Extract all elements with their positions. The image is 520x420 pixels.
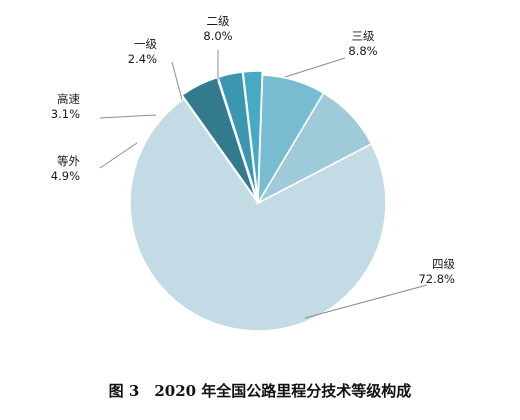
leader-line-3 [99,114,157,119]
slice-value-label-2: 4.9% [51,169,80,183]
slice-name-label-6: 三级 [352,29,375,43]
pie-slice-4 [242,70,264,200]
slice-name-label-4: 一级 [134,37,157,51]
slice-value-label-4: 2.4% [128,52,157,66]
slice-value-label-3: 3.1% [51,107,80,121]
slice-value-label-6: 8.8% [348,44,377,58]
slice-name-label-3: 高速 [57,92,80,106]
pie-slice-2 [180,76,257,200]
chart-caption: 图 3 2020 年全国公路里程分技术等级构成 [108,382,412,400]
slice-name-label-2: 等外 [57,154,80,168]
pie-slice-1 [129,97,387,332]
slice-name-label-5: 二级 [207,14,230,28]
slice-value-label-5: 8.0% [203,29,232,43]
slice-value-label-1: 72.8% [418,272,455,286]
slice-name-label-1: 四级 [432,257,455,271]
leader-line-1 [304,284,428,319]
leader-line-4 [171,61,183,101]
leader-line-2 [99,142,138,169]
leader-line-6 [284,57,346,78]
pie-slice-6 [255,91,373,206]
